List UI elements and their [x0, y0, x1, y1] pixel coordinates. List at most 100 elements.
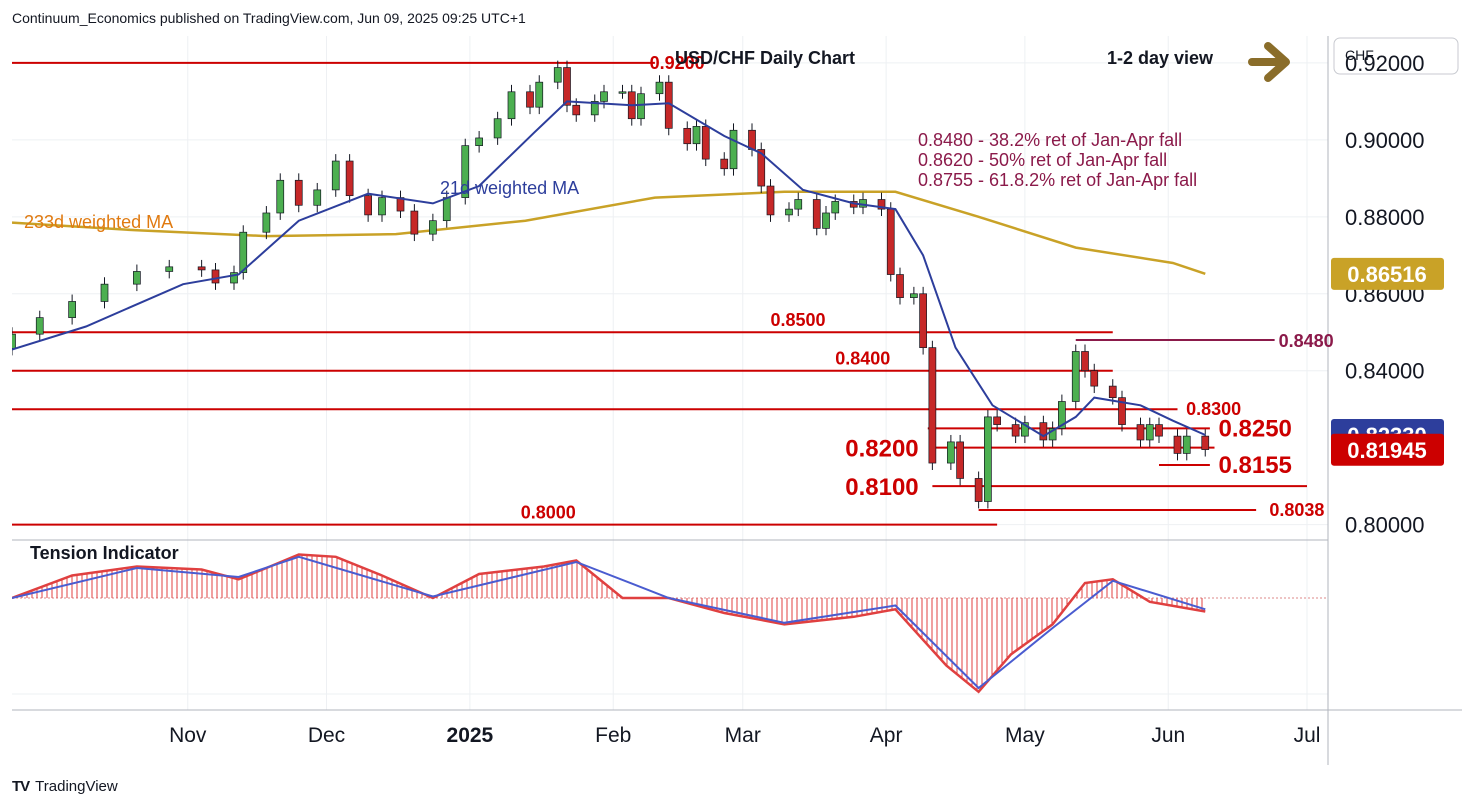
- candle-body: [637, 93, 645, 120]
- chart-title: USD/CHF Daily Chart: [675, 48, 855, 68]
- level-label: 0.8100: [845, 474, 918, 501]
- candle-body: [378, 197, 386, 216]
- price-candles: [12, 60, 1210, 509]
- candle-body: [1090, 370, 1099, 387]
- candle: [984, 409, 992, 509]
- candle: [683, 121, 692, 151]
- annotation-fib-50: 0.8620 - 50% ret of Jan-Apr fall: [918, 150, 1167, 170]
- candle-body: [590, 101, 599, 116]
- ma21-line: [12, 100, 1206, 438]
- candle-body: [313, 189, 322, 206]
- candle: [785, 202, 793, 222]
- candle: [276, 173, 285, 220]
- tradingview-logo-icon: TV: [12, 778, 30, 795]
- level-label: 0.8300: [1186, 399, 1241, 419]
- ma21-label: 21d weighted MA: [440, 178, 579, 198]
- candle: [1145, 417, 1154, 447]
- candle: [35, 310, 44, 342]
- x-tick-label: Mar: [725, 724, 761, 747]
- view-label: 1-2 day view: [1107, 48, 1214, 68]
- y-tick-label: 0.92000: [1345, 51, 1425, 76]
- candle-body: [345, 160, 354, 197]
- candle: [1136, 417, 1145, 447]
- candle: [461, 138, 470, 205]
- candle-body: [35, 317, 44, 335]
- candle-body: [1145, 424, 1154, 441]
- candle-body: [493, 118, 502, 139]
- level-label: 0.8000: [521, 503, 576, 523]
- candle: [919, 286, 927, 355]
- tension-label: Tension Indicator: [30, 543, 179, 563]
- y-tick-label: 0.80000: [1345, 513, 1425, 538]
- candle: [766, 179, 775, 222]
- level-label: 0.8250: [1219, 415, 1292, 442]
- candle-body: [1118, 397, 1126, 425]
- candle-body: [974, 478, 983, 502]
- candle-body: [442, 197, 451, 222]
- price-badge-bg: [1331, 433, 1444, 466]
- candle-body: [572, 104, 581, 116]
- candle-body: [211, 269, 220, 284]
- candle: [211, 262, 220, 290]
- candle-body: [1108, 385, 1117, 398]
- candle-body: [683, 127, 692, 145]
- candle: [896, 267, 904, 305]
- candle-body: [886, 208, 895, 275]
- candle: [928, 340, 937, 470]
- candle: [637, 86, 645, 126]
- candle-body: [1048, 428, 1057, 441]
- candle: [1090, 363, 1099, 394]
- currency-label: CHF: [1345, 47, 1374, 63]
- candle: [345, 154, 354, 203]
- x-tick-label: Dec: [308, 724, 345, 747]
- candle: [1048, 421, 1057, 447]
- candle: [1039, 415, 1048, 447]
- footer-brand-label: TradingView: [35, 778, 118, 795]
- candle-body: [461, 145, 470, 198]
- price-badge-bg: [1331, 257, 1444, 290]
- level-label: 0.8200: [845, 436, 918, 463]
- candle: [1081, 344, 1089, 378]
- candle-body: [230, 272, 238, 284]
- candle: [1011, 417, 1020, 444]
- candle-body: [1155, 424, 1163, 437]
- candle: [757, 142, 766, 193]
- level-label: 0.8155: [1219, 452, 1292, 479]
- ma233-path: [12, 190, 1206, 275]
- tension-indicator-plot: [12, 553, 1328, 694]
- candle: [748, 123, 756, 157]
- annotation-fib-382: 0.8480 - 38.2% ret of Jan-Apr fall: [918, 130, 1182, 150]
- candle-body: [239, 231, 248, 273]
- candle: [655, 75, 664, 101]
- candle: [701, 119, 710, 167]
- candle-body: [928, 347, 937, 464]
- candle: [993, 409, 1001, 432]
- candle-body: [276, 179, 285, 214]
- price-badge-value: 0.81945: [1347, 438, 1427, 463]
- tension-signal-line: [12, 555, 1206, 690]
- publisher-header: Continuum_Economics published on Trading…: [12, 10, 526, 26]
- candle: [1201, 429, 1210, 457]
- candle: [262, 206, 271, 240]
- candle-body: [831, 201, 840, 214]
- candle: [1058, 394, 1066, 436]
- candle: [1071, 344, 1080, 409]
- candle: [535, 75, 544, 115]
- x-tick-label: Jun: [1151, 724, 1185, 747]
- candle: [822, 206, 830, 236]
- candle-body: [1136, 424, 1145, 441]
- candle: [475, 131, 483, 153]
- candle: [429, 213, 437, 242]
- footer-brand: TV TradingView: [12, 778, 118, 795]
- candle-body: [1011, 424, 1020, 437]
- candle-body: [68, 301, 76, 318]
- candle: [877, 192, 886, 217]
- candle: [618, 84, 627, 99]
- candle: [729, 123, 738, 176]
- candle-body: [766, 185, 775, 216]
- candle-body: [100, 283, 109, 302]
- y-axis: 0.920000.900000.880000.860000.840000.800…: [1331, 51, 1444, 538]
- candle-body: [1039, 422, 1048, 441]
- candle: [600, 84, 608, 109]
